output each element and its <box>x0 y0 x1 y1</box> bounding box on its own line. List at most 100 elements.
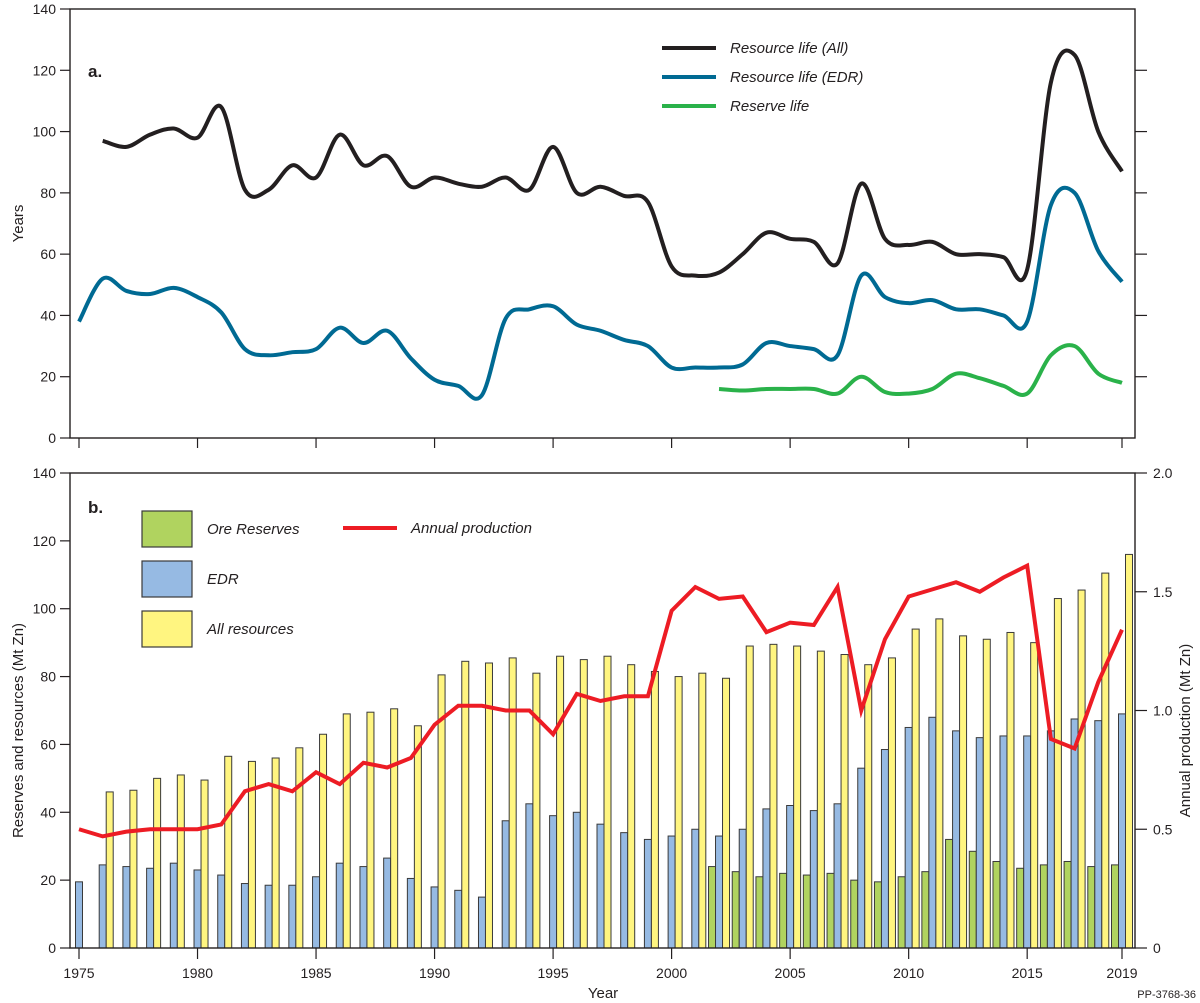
bar-all-resources <box>627 664 636 949</box>
bar-ore-reserves <box>1087 866 1096 949</box>
bar-ore-reserves <box>850 879 859 949</box>
panel-a-x-ticks <box>78 438 1123 448</box>
bar-ore-reserves <box>945 838 954 949</box>
bar-edr <box>904 726 913 949</box>
panel-a-lines <box>77 48 1124 401</box>
bar-edr <box>98 864 107 949</box>
bar-all-resources <box>982 638 991 949</box>
bar-edr <box>1118 713 1126 949</box>
bar-all-resources <box>129 789 138 949</box>
right-y-tick-label: 0 <box>1153 940 1161 956</box>
bar-ore-reserves <box>731 871 740 949</box>
bar-edr <box>1094 720 1103 949</box>
bar-edr <box>477 896 486 949</box>
panel-b-label: b. <box>88 498 103 517</box>
bar-ore-reserves <box>1063 860 1072 949</box>
bar-all-resources <box>153 777 162 949</box>
bar-all-resources <box>911 628 920 949</box>
panel-b-y-ticks: 0 20 40 60 80 100 120 140 <box>33 465 70 956</box>
bar-edr <box>572 811 581 949</box>
y-tick-label: 60 <box>40 736 56 752</box>
bar-all-resources <box>674 676 683 949</box>
bar-all-resources <box>319 733 328 949</box>
bar-edr <box>169 862 178 949</box>
bar-edr <box>691 828 700 949</box>
y-tick-label: 80 <box>40 669 56 685</box>
panel-a: 0 20 40 60 80 100 120 140 a. Years Resource lif… <box>10 1 1147 448</box>
bar-ore-reserves <box>873 881 882 949</box>
bar-ore-reserves <box>779 872 788 949</box>
y-tick-label: 140 <box>33 465 57 481</box>
y-tick-label: 120 <box>33 62 57 78</box>
legend-label: Resource life (All) <box>730 40 848 57</box>
right-y-tick-label: 0.5 <box>1153 821 1173 837</box>
bar-edr <box>952 730 961 949</box>
panel-a-right-ticks <box>1135 69 1147 378</box>
bar-edr <box>762 808 771 949</box>
bar-edr <box>240 883 249 949</box>
y-tick-label: 60 <box>40 246 56 262</box>
y-tick-label: 140 <box>33 1 57 17</box>
bar-edr <box>75 881 83 949</box>
bar-edr <box>383 857 392 949</box>
bar-all-resources <box>959 635 968 949</box>
bar-edr <box>549 815 558 949</box>
bar-all-resources <box>793 645 802 949</box>
bar-all-resources <box>295 747 304 949</box>
y-tick-label: 0 <box>48 940 56 956</box>
bar-edr <box>312 876 321 949</box>
panel-b-y-axis-title: Reserves and resources (Mt Zn) <box>10 623 27 838</box>
x-tick-label: 2019 <box>1106 965 1137 981</box>
bar-edr <box>643 838 652 949</box>
bar-edr <box>264 884 273 949</box>
bar-edr <box>406 877 415 949</box>
x-tick-label: 1980 <box>182 965 213 981</box>
bar-all-resources <box>1125 553 1133 949</box>
bar-edr <box>454 889 463 949</box>
right-y-tick-label: 1.5 <box>1153 584 1173 600</box>
bar-all-resources <box>556 655 565 949</box>
legend-label: Reserve life <box>730 98 809 115</box>
bar-all-resources <box>650 670 659 949</box>
bar-all-resources <box>864 664 873 949</box>
series-line-reserve-life <box>718 343 1123 397</box>
bar-ore-reserves <box>921 871 930 949</box>
panel-b-legend: Ore Reserves EDR All resources Annual produ… <box>141 510 532 648</box>
x-tick-label: 2015 <box>1012 965 1043 981</box>
bar-ore-reserves <box>708 866 717 949</box>
bar-all-resources <box>887 657 896 949</box>
bar-all-resources <box>105 791 114 949</box>
bar-edr <box>430 886 439 949</box>
bar-edr <box>975 737 984 949</box>
x-tick-label: 1990 <box>419 965 450 981</box>
bar-ore-reserves <box>992 860 1001 949</box>
legend-label: All resources <box>206 621 294 638</box>
x-tick-label: 1985 <box>300 965 331 981</box>
bar-all-resources <box>366 711 375 949</box>
y-tick-label: 40 <box>40 804 56 820</box>
bar-ore-reserves <box>968 850 977 949</box>
panel-b-bars <box>75 553 1133 949</box>
y-tick-label: 0 <box>48 430 56 446</box>
bar-edr <box>667 835 676 949</box>
legend-label: Annual production <box>410 520 532 537</box>
bar-all-resources <box>508 657 517 949</box>
panel-a-label: a. <box>88 62 102 81</box>
x-tick-label: 2010 <box>893 965 924 981</box>
panel-b-right-y-axis-title: Annual production (Mt Zn) <box>1177 644 1194 817</box>
bar-edr <box>596 823 605 949</box>
y-tick-label: 100 <box>33 124 57 140</box>
bar-edr <box>122 866 131 949</box>
bar-ore-reserves <box>1111 864 1119 949</box>
bar-edr <box>1023 735 1032 949</box>
bar-edr <box>715 835 724 949</box>
bar-all-resources <box>413 725 422 949</box>
bar-all-resources <box>698 672 707 949</box>
panel-b-production-line <box>78 562 1124 839</box>
bar-all-resources <box>224 755 233 949</box>
bar-all-resources <box>200 779 209 949</box>
bar-all-resources <box>935 618 944 949</box>
figure-id: PP-3768-36 <box>1137 989 1196 1001</box>
y-tick-label: 20 <box>40 872 56 888</box>
